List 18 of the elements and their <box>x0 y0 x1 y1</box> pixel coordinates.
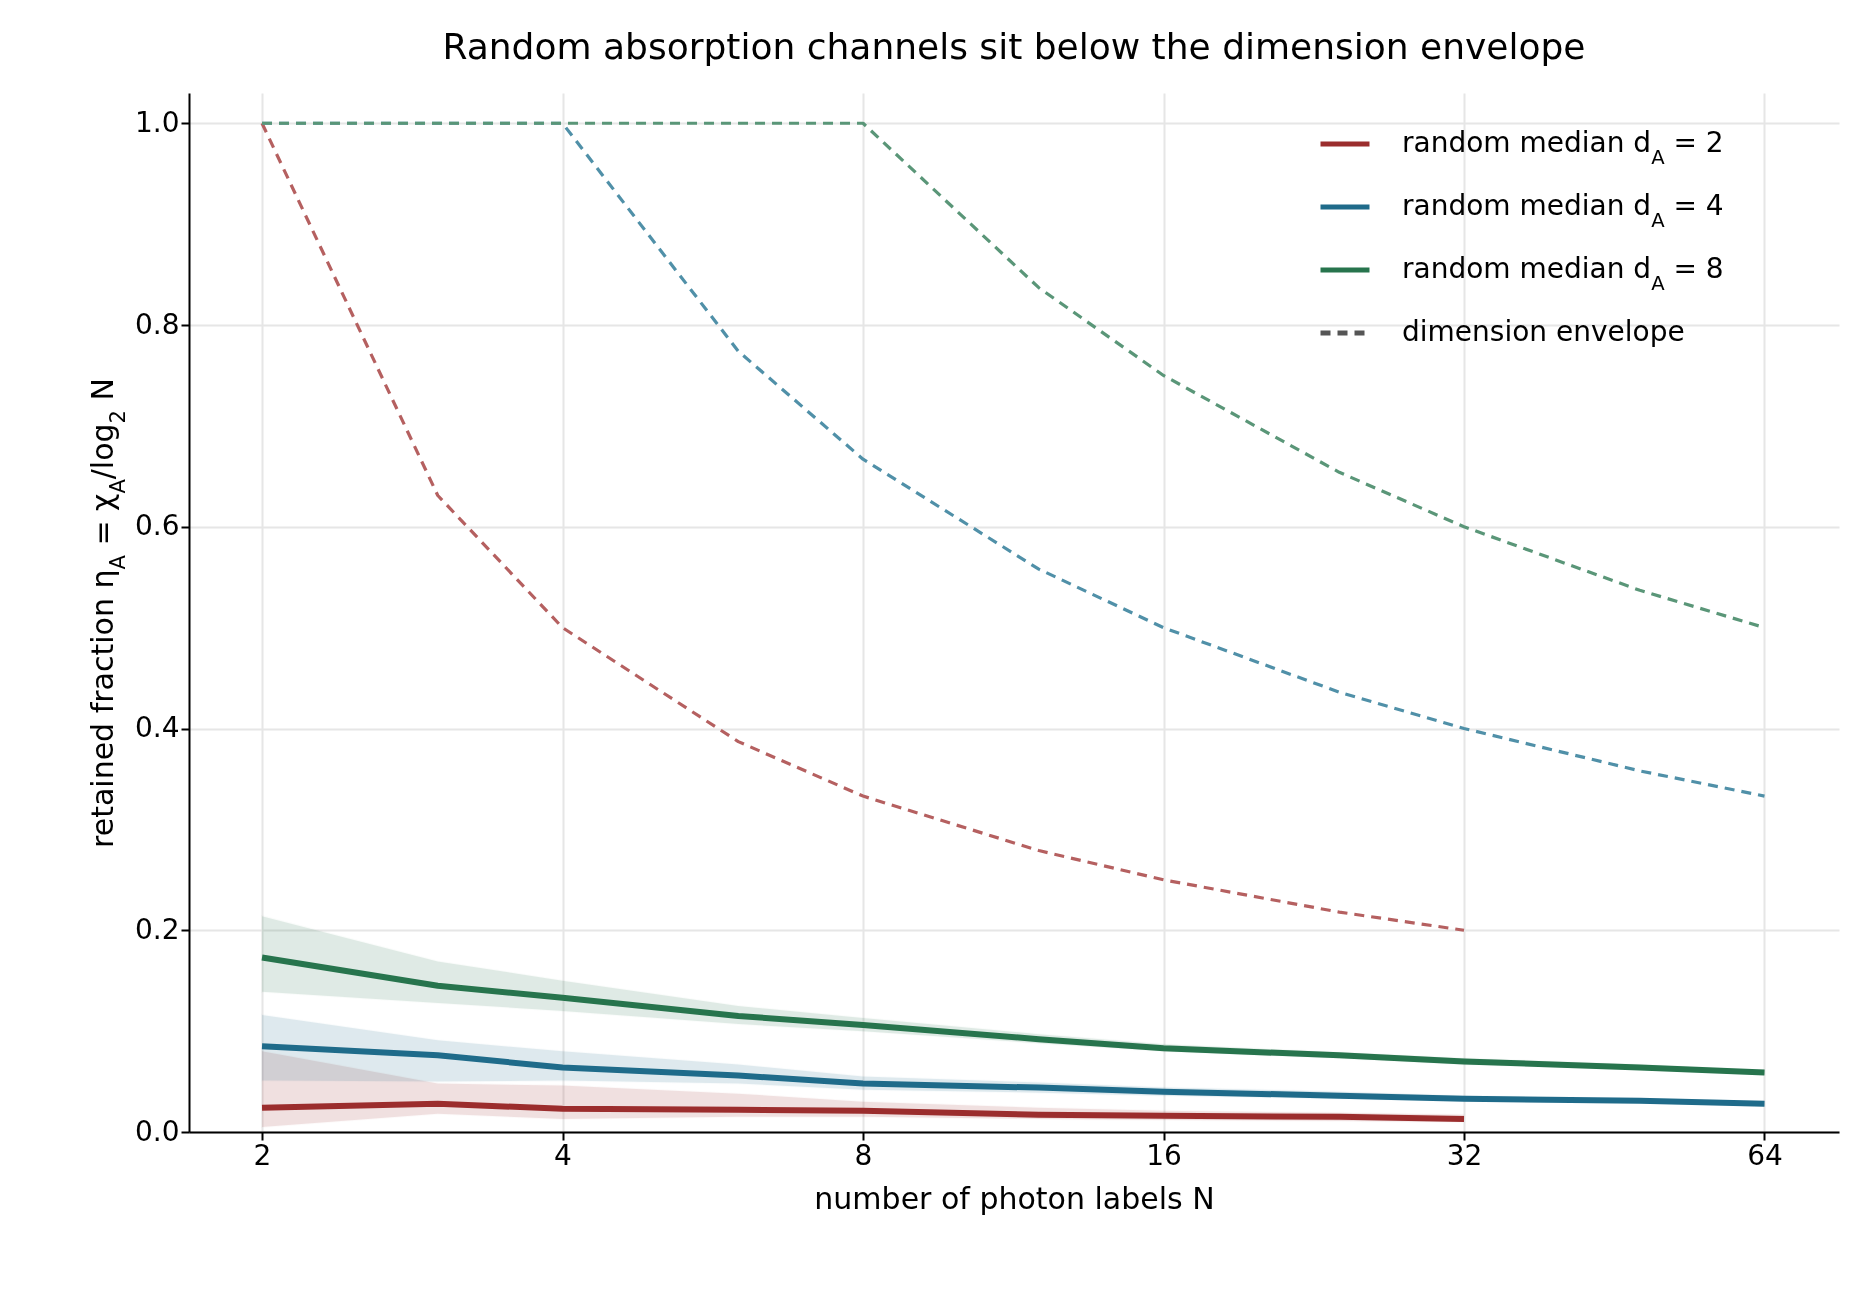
legend-label: random median d$_{A}$ = 2 <box>1402 126 1724 169</box>
x-tick-label: 32 <box>1446 1138 1483 1172</box>
legend-label: dimension envelope <box>1402 315 1685 348</box>
y-tick-label: 0.2 <box>134 912 180 946</box>
x-tick-label: 2 <box>253 1138 272 1172</box>
x-axis-title: number of photon labels N <box>814 1180 1215 1216</box>
y-tick-label: 0.0 <box>134 1114 180 1148</box>
y-tick-label: 0.4 <box>134 711 180 744</box>
y-tick-label: 1.0 <box>134 105 180 139</box>
chart-title: Random absorption channels sit below the dimension envelope <box>442 26 1586 67</box>
legend-label: random median d$_{A}$ = 8 <box>1402 252 1724 295</box>
x-tick-label: 16 <box>1146 1138 1182 1172</box>
legend-label: random median d$_{A}$ = 4 <box>1402 189 1724 232</box>
x-tick-label: 64 <box>1747 1138 1783 1172</box>
y-tick-label: 0.8 <box>134 307 180 341</box>
x-tick-label: 4 <box>554 1138 572 1172</box>
x-tick-label: 8 <box>854 1138 873 1172</box>
y-tick-label: 0.6 <box>134 509 180 543</box>
